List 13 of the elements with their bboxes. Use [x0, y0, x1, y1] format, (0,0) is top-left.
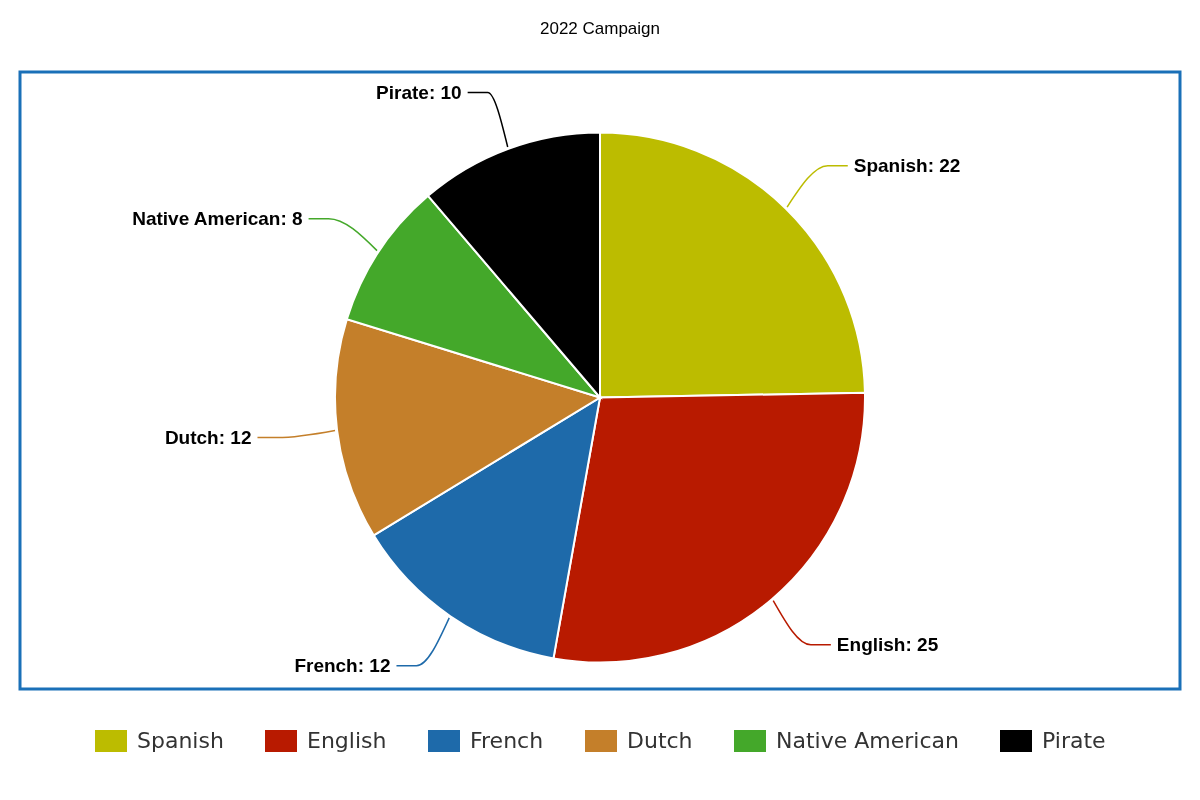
legend-label: Spanish	[137, 728, 224, 753]
data-label: Native American: 8	[132, 207, 303, 229]
data-label: French: 12	[294, 654, 391, 676]
legend-label: English	[307, 728, 387, 753]
legend-label: Dutch	[627, 728, 693, 753]
data-label: English: 25	[836, 633, 939, 655]
chart-title: 2022 Campaign	[539, 19, 661, 38]
data-label: Dutch: 12	[164, 426, 252, 448]
data-label: Pirate: 10	[376, 81, 462, 103]
legend-label: French	[470, 728, 544, 753]
legend-label: Native American	[776, 728, 959, 753]
legend-label: Pirate	[1042, 728, 1106, 753]
data-label: Spanish: 22	[853, 154, 961, 176]
